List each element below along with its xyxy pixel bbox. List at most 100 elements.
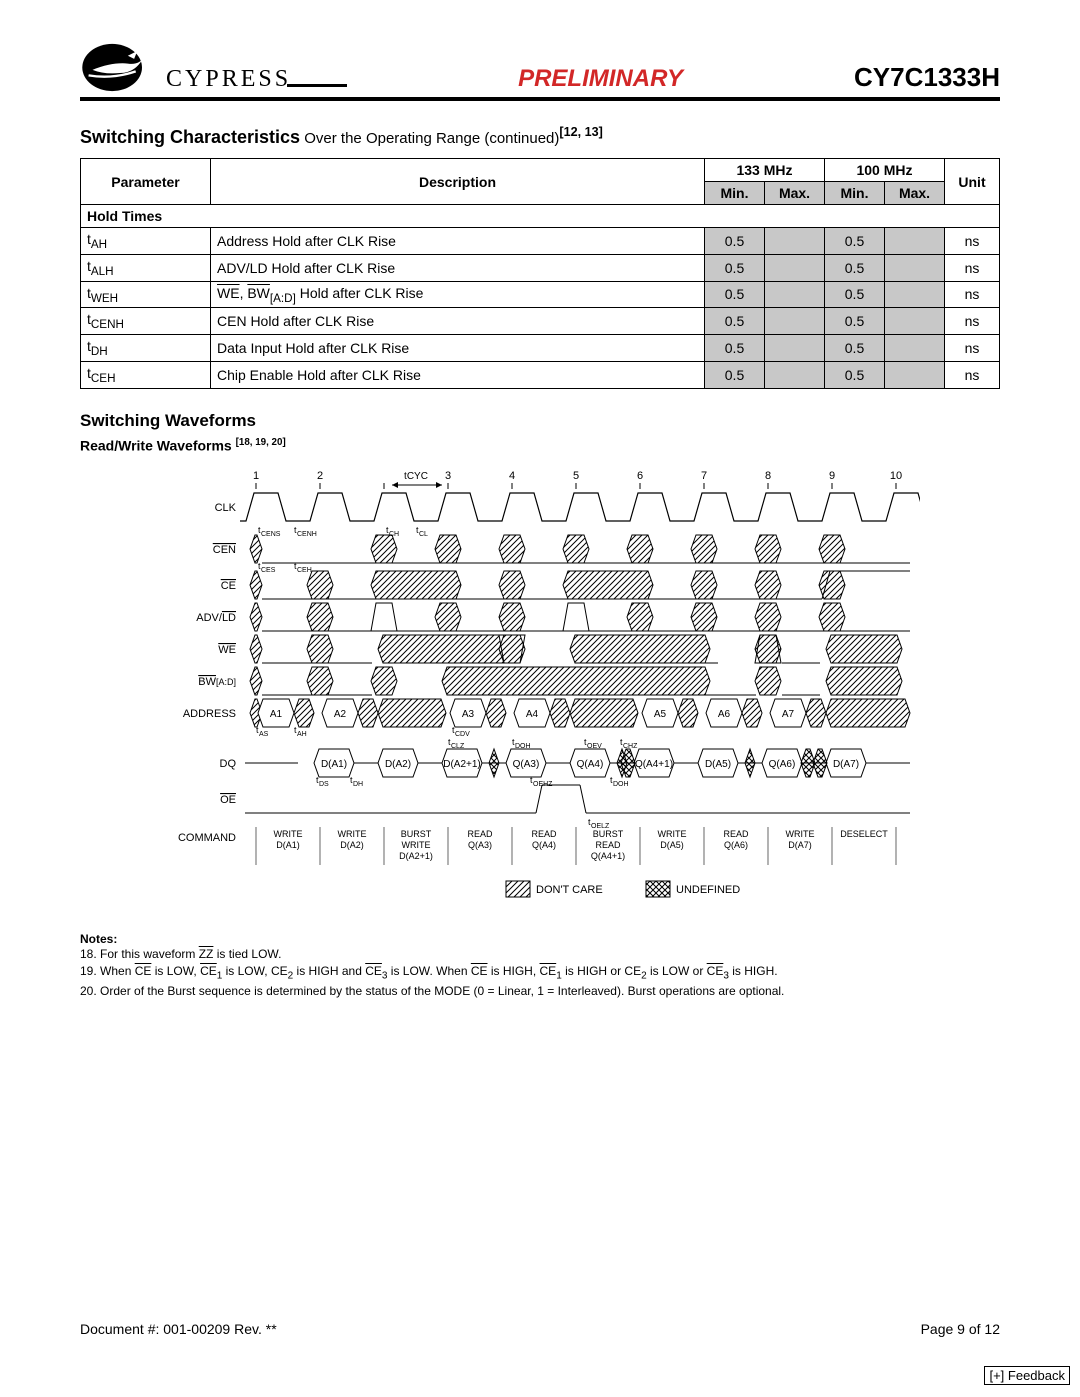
svg-text:READ: READ: [531, 829, 557, 839]
svg-text:1: 1: [253, 470, 259, 482]
svg-text:6: 6: [637, 470, 643, 482]
svg-text:D(A5): D(A5): [705, 759, 731, 770]
svg-text:8: 8: [765, 470, 771, 482]
svg-text:7: 7: [701, 470, 707, 482]
svg-text:D(A2): D(A2): [385, 759, 411, 770]
spec-table: Parameter Description 133 MHz 100 MHz Un…: [80, 158, 1000, 389]
note-19: 19. When CE is LOW, CE1 is LOW, CE2 is H…: [80, 963, 1000, 983]
svg-text:WE: WE: [218, 644, 236, 656]
cypress-logo-icon: [80, 40, 160, 95]
svg-text:WRITE: WRITE: [658, 829, 687, 839]
svg-text:READ: READ: [723, 829, 749, 839]
svg-text:D(A7): D(A7): [788, 840, 812, 850]
col-unit: Unit: [945, 159, 1000, 205]
svg-text:Q(A4): Q(A4): [577, 759, 604, 770]
table-row: tDHData Input Hold after CLK Rise0.50.5n…: [81, 335, 1000, 362]
notes-section: Notes: 18. For this waveform ZZ is tied …: [80, 932, 1000, 998]
svg-text:Q(A3): Q(A3): [513, 759, 540, 770]
svg-text:COMMAND: COMMAND: [178, 832, 236, 844]
page-footer: Document #: 001-00209 Rev. ** Page 9 of …: [80, 1321, 1000, 1337]
svg-text:WRITE: WRITE: [786, 829, 815, 839]
footer-doc: Document #: 001-00209 Rev. **: [80, 1321, 277, 1337]
svg-text:BURST: BURST: [593, 829, 624, 839]
svg-text:Q(A3): Q(A3): [468, 840, 492, 850]
col-max-133: Max.: [765, 182, 825, 205]
svg-text:AS: AS: [259, 731, 269, 738]
svg-text:READ: READ: [595, 840, 621, 850]
waveform-diagram: 12345678910tCYCCLKtCENStCENHtCHtCLCENtCE…: [140, 467, 920, 914]
preliminary-label: PRELIMINARY: [347, 65, 854, 93]
svg-text:D(A1): D(A1): [276, 840, 300, 850]
company-name: CYPRESS: [166, 66, 291, 93]
section-title-sub: Over the Operating Range (continued): [300, 130, 559, 147]
svg-text:D(A2+1): D(A2+1): [399, 851, 433, 861]
svg-text:D(A7): D(A7): [833, 759, 859, 770]
svg-text:CHZ: CHZ: [623, 743, 638, 750]
table-row: tALHADV/LD Hold after CLK Rise0.50.5ns: [81, 254, 1000, 281]
svg-text:CLK: CLK: [215, 502, 237, 514]
svg-text:4: 4: [509, 470, 515, 482]
page-header: CYPRESS PRELIMINARY CY7C1333H: [80, 40, 1000, 101]
section-title-main: Switching Characteristics: [80, 127, 300, 147]
svg-text:A2: A2: [334, 709, 347, 720]
svg-text:Q(A4+1): Q(A4+1): [635, 759, 673, 770]
table-row: tAHAddress Hold after CLK Rise0.50.5ns: [81, 228, 1000, 255]
svg-text:Q(A4): Q(A4): [532, 840, 556, 850]
svg-text:CE: CE: [221, 580, 236, 592]
svg-text:DESELECT: DESELECT: [840, 829, 888, 839]
svg-text:D(A5): D(A5): [660, 840, 684, 850]
svg-text:D(A1): D(A1): [321, 759, 347, 770]
svg-text:10: 10: [890, 470, 902, 482]
feedback-button[interactable]: [+] Feedback: [984, 1366, 1070, 1385]
svg-text:WRITE: WRITE: [338, 829, 367, 839]
svg-text:BURST: BURST: [401, 829, 432, 839]
svg-text:D(A2): D(A2): [340, 840, 364, 850]
svg-text:A3: A3: [462, 709, 475, 720]
col-parameter: Parameter: [81, 159, 211, 205]
svg-text:OE: OE: [220, 794, 236, 806]
svg-text:A7: A7: [782, 709, 795, 720]
svg-text:CES: CES: [261, 567, 276, 574]
col-min-100: Min.: [825, 182, 885, 205]
waveform-subtitle: Read/Write Waveforms [18, 19, 20]: [80, 437, 1000, 454]
col-description: Description: [211, 159, 705, 205]
svg-text:CDV: CDV: [455, 731, 470, 738]
svg-text:A4: A4: [526, 709, 539, 720]
col-group-133: 133 MHz: [705, 159, 825, 182]
col-max-100: Max.: [885, 182, 945, 205]
table-row: tCEHChip Enable Hold after CLK Rise0.50.…: [81, 361, 1000, 388]
svg-text:DS: DS: [319, 781, 329, 788]
svg-text:DON'T CARE: DON'T CARE: [536, 884, 603, 896]
svg-text:WRITE: WRITE: [274, 829, 303, 839]
table-row: tWEHWE, BW[A:D] Hold after CLK Rise0.50.…: [81, 281, 1000, 308]
svg-text:Q(A6): Q(A6): [724, 840, 748, 850]
svg-text:CENH: CENH: [297, 531, 317, 538]
svg-text:5: 5: [573, 470, 579, 482]
svg-text:BW[A:D]: BW[A:D]: [198, 676, 236, 688]
section-title-refs: [12, 13]: [559, 125, 602, 139]
svg-text:A5: A5: [654, 709, 667, 720]
svg-text:A1: A1: [270, 709, 283, 720]
svg-text:9: 9: [829, 470, 835, 482]
note-20: 20. Order of the Burst sequence is deter…: [80, 983, 1000, 999]
svg-text:DOH: DOH: [613, 781, 629, 788]
svg-text:3: 3: [445, 470, 451, 482]
svg-text:READ: READ: [467, 829, 493, 839]
svg-text:CENS: CENS: [261, 531, 281, 538]
svg-text:AH: AH: [297, 731, 307, 738]
col-group-100: 100 MHz: [825, 159, 945, 182]
svg-text:CL: CL: [419, 531, 428, 538]
footer-page: Page 9 of 12: [921, 1321, 1000, 1337]
svg-text:D(A2+1): D(A2+1): [443, 759, 481, 770]
svg-text:2: 2: [317, 470, 323, 482]
svg-text:ADDRESS: ADDRESS: [183, 708, 236, 720]
svg-text:DH: DH: [353, 781, 363, 788]
table-section-row: Hold Times: [81, 205, 1000, 228]
note-18: 18. For this waveform ZZ is tied LOW.: [80, 946, 1000, 962]
svg-text:CEH: CEH: [297, 567, 312, 574]
logo: CYPRESS: [80, 40, 291, 95]
notes-title: Notes:: [80, 932, 1000, 946]
svg-text:ADV/LD: ADV/LD: [196, 612, 236, 624]
svg-text:CEN: CEN: [213, 544, 236, 556]
section-title: Switching Characteristics Over the Opera…: [80, 125, 1000, 148]
